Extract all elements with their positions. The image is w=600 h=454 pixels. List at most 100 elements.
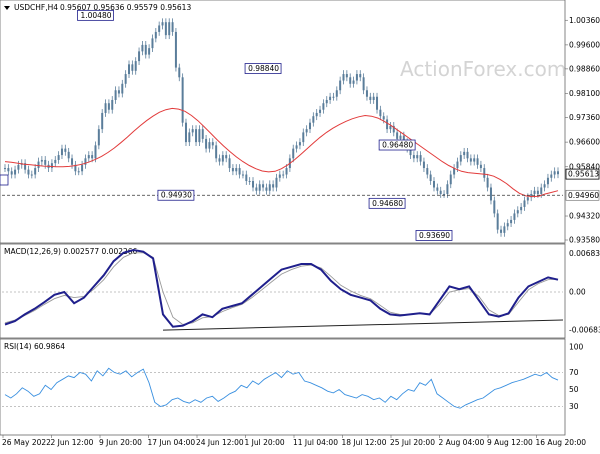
left-price-marker — [0, 174, 9, 186]
candle-body — [225, 155, 228, 159]
candle-body — [228, 158, 231, 169]
candle-body — [124, 74, 127, 84]
time-tick-label: 11 Jul 04:00 — [293, 438, 338, 447]
candle-body — [117, 90, 120, 94]
annotation-label: 0.98840 — [248, 64, 279, 73]
candle-body — [168, 22, 171, 36]
level-price-box — [565, 189, 600, 201]
candle-body — [396, 132, 399, 139]
candle-body — [245, 174, 248, 182]
time-tick-label: 18 Jul 12:00 — [342, 438, 387, 447]
candle-body — [134, 61, 137, 71]
candle-body — [104, 103, 107, 113]
candle-body — [389, 125, 392, 130]
candle-body — [526, 197, 529, 201]
candle-body — [148, 48, 151, 55]
candle-body — [379, 109, 382, 117]
annotation-box — [368, 197, 406, 209]
candle-body — [298, 142, 301, 146]
candle-body — [238, 168, 241, 175]
candle-body — [201, 129, 204, 139]
annotation-label: 0.93690 — [419, 231, 450, 240]
candle-body — [349, 77, 352, 84]
candle-body — [107, 103, 110, 110]
candle-body — [50, 163, 53, 169]
candle-body — [506, 223, 509, 227]
candle-body — [557, 171, 559, 175]
candle-body — [489, 187, 492, 201]
candle-body — [339, 80, 342, 91]
price-tick-label: 0.95840 — [569, 162, 600, 171]
candle-body — [144, 44, 147, 55]
candle-body — [295, 145, 298, 149]
candle-body — [546, 177, 549, 185]
candle-body — [71, 158, 74, 165]
candle-body — [513, 213, 516, 220]
candle-body — [382, 116, 385, 120]
candle-body — [198, 129, 201, 143]
candle-body — [416, 155, 419, 159]
candle-body — [178, 67, 181, 78]
candle-body — [255, 187, 258, 191]
candle-body — [215, 145, 218, 159]
annotation-label: 0.96480 — [382, 141, 413, 150]
candle-body — [432, 181, 435, 188]
time-tick-label: 1 Jul 20:00 — [245, 438, 285, 447]
candle-body — [533, 190, 536, 194]
macd-panel-frame — [0, 243, 566, 339]
price-panel-frame — [0, 0, 566, 244]
candle-body — [84, 158, 87, 165]
candle-body — [463, 151, 466, 156]
macd-signal-line — [4, 252, 559, 325]
candle-body — [195, 129, 198, 143]
candle-body — [446, 184, 449, 194]
annotation-label: 0.94680 — [372, 199, 403, 208]
candle-body — [312, 116, 315, 123]
candle-body — [409, 148, 412, 156]
candle-body — [285, 168, 288, 175]
candle-body — [7, 168, 10, 172]
time-tick-label: 2 Aug 04:00 — [439, 438, 485, 447]
candle-body — [164, 22, 167, 36]
candle-body — [325, 99, 328, 104]
candle-body — [550, 174, 553, 178]
candle-body — [188, 132, 191, 143]
candle-body — [235, 168, 238, 172]
rsi-tick-label: 50 — [569, 385, 579, 394]
candle-body — [376, 96, 379, 110]
candle-body — [500, 229, 503, 233]
price-tick-label: 0.97360 — [569, 113, 600, 122]
candle-body — [77, 171, 80, 173]
watermark: ActionForex.com — [400, 57, 566, 81]
time-tick-label: 17 Jun 04:00 — [148, 438, 196, 447]
time-tick-label: 9 Aug 12:00 — [487, 438, 533, 447]
candle-body — [335, 90, 338, 97]
rsi-tick-label: 30 — [569, 402, 579, 411]
candle-body — [184, 122, 187, 143]
candle-body — [4, 168, 6, 170]
candle-body — [399, 135, 402, 139]
time-tick-label: 16 Aug 20:00 — [536, 438, 587, 447]
candle-body — [392, 125, 395, 133]
candle-body — [87, 155, 90, 159]
candle-body — [91, 155, 94, 159]
candle-body — [218, 158, 221, 162]
candle-body — [34, 168, 37, 175]
chart-menu-icon[interactable] — [4, 6, 10, 10]
macd-tick-label: -0.00683 — [569, 326, 600, 335]
time-tick-label: 26 May 2022 — [2, 438, 51, 447]
annotation-box — [157, 189, 195, 201]
candle-body — [30, 174, 33, 176]
annotation-label: 1.00480 — [80, 11, 111, 20]
candle-body — [372, 96, 375, 100]
symbol-label: USDCHF,H4 — [14, 3, 58, 12]
candle-body — [496, 213, 499, 230]
candle-body — [520, 206, 523, 211]
price-tick-label: 0.99600 — [569, 40, 600, 49]
candle-body — [352, 80, 355, 84]
candle-body — [60, 148, 63, 156]
candle-body — [81, 164, 84, 172]
candle-body — [469, 158, 472, 162]
candle-body — [365, 90, 368, 97]
